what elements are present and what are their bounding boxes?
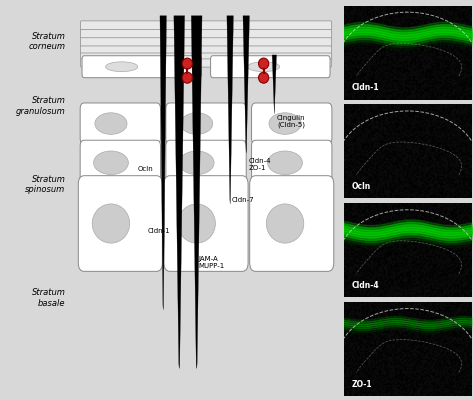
Ellipse shape (95, 113, 127, 134)
Ellipse shape (178, 204, 215, 243)
Ellipse shape (179, 151, 214, 174)
Ellipse shape (269, 113, 301, 134)
Ellipse shape (266, 204, 304, 243)
FancyBboxPatch shape (81, 53, 332, 61)
Text: Ocln: Ocln (138, 166, 154, 172)
FancyBboxPatch shape (166, 140, 246, 185)
FancyBboxPatch shape (252, 103, 332, 144)
FancyBboxPatch shape (81, 21, 332, 31)
Ellipse shape (247, 62, 280, 72)
Polygon shape (243, 16, 249, 153)
Text: Ocln: Ocln (351, 182, 371, 191)
Ellipse shape (179, 194, 214, 218)
Text: Cingulin
(Cldn-5): Cingulin (Cldn-5) (277, 115, 306, 128)
Polygon shape (174, 16, 184, 368)
Polygon shape (160, 16, 166, 310)
Ellipse shape (93, 151, 128, 174)
Text: Stratum
corneum: Stratum corneum (28, 32, 65, 51)
Text: Stratum
basale: Stratum basale (32, 288, 65, 308)
Ellipse shape (106, 62, 138, 72)
Ellipse shape (181, 113, 213, 134)
Polygon shape (272, 55, 276, 114)
FancyBboxPatch shape (250, 176, 334, 271)
FancyBboxPatch shape (81, 46, 332, 54)
Text: Stratum
granulosum: Stratum granulosum (16, 96, 65, 116)
FancyBboxPatch shape (164, 176, 248, 271)
FancyBboxPatch shape (81, 30, 332, 39)
Ellipse shape (258, 58, 269, 69)
FancyBboxPatch shape (81, 59, 332, 67)
FancyBboxPatch shape (166, 183, 246, 228)
FancyBboxPatch shape (166, 103, 246, 144)
Text: Cldn-4
ZO-1: Cldn-4 ZO-1 (249, 158, 272, 171)
FancyBboxPatch shape (81, 38, 332, 47)
FancyBboxPatch shape (80, 140, 161, 185)
Polygon shape (227, 16, 233, 204)
Text: Cldn-1: Cldn-1 (351, 83, 379, 92)
Text: JAM-A
MUPP-1: JAM-A MUPP-1 (198, 256, 224, 269)
Polygon shape (191, 16, 202, 368)
Ellipse shape (258, 72, 269, 83)
Text: Stratum
spinosum: Stratum spinosum (25, 175, 65, 194)
FancyBboxPatch shape (78, 176, 163, 271)
Ellipse shape (268, 194, 302, 218)
Ellipse shape (182, 72, 192, 83)
Text: Cldn-4: Cldn-4 (351, 281, 379, 290)
FancyBboxPatch shape (210, 56, 330, 78)
FancyBboxPatch shape (80, 183, 161, 228)
Ellipse shape (92, 204, 130, 243)
Ellipse shape (93, 194, 128, 218)
FancyBboxPatch shape (252, 140, 332, 185)
Ellipse shape (182, 58, 192, 69)
Text: Cldn-7: Cldn-7 (231, 197, 254, 203)
Ellipse shape (268, 151, 302, 174)
Text: Cldn-1: Cldn-1 (147, 228, 170, 234)
FancyBboxPatch shape (80, 103, 161, 144)
Text: ZO-1: ZO-1 (351, 380, 372, 389)
FancyBboxPatch shape (82, 56, 201, 78)
FancyBboxPatch shape (252, 183, 332, 228)
